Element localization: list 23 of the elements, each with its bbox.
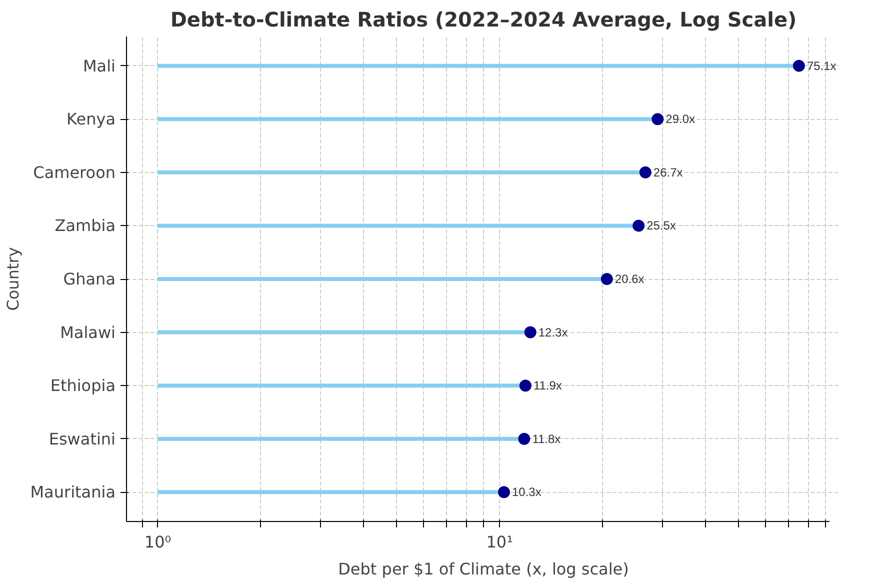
y-tick-label: Malawi <box>60 322 116 342</box>
chart-title: Debt-to-Climate Ratios (2022–2024 Average, Log Scale) <box>170 8 797 32</box>
y-tick-label: Zambia <box>54 216 116 236</box>
data-label: 75.1x <box>806 58 836 73</box>
x-axis-title: Debt per $1 of Climate (x, log scale) <box>338 560 629 578</box>
y-tick-label: Cameroon <box>33 162 116 182</box>
data-label: 25.5x <box>646 218 676 233</box>
data-label: 29.0x <box>666 112 696 126</box>
data-label: 20.6x <box>614 272 644 286</box>
y-tick-label: Mauritania <box>30 482 116 502</box>
x-tick-label: 10¹ <box>486 532 514 552</box>
data-label: 11.8x <box>532 432 561 446</box>
data-label: 26.7x <box>653 165 683 180</box>
y-axis-title: Country <box>3 247 22 311</box>
y-tick-label: Eswatini <box>48 429 116 448</box>
y-tick-label: Kenya <box>66 110 116 129</box>
y-tick-label: Mali <box>83 56 116 76</box>
y-tick-label: Ethiopia <box>50 376 116 396</box>
data-label: 11.9x <box>533 378 562 393</box>
x-tick-label: 10⁰ <box>144 532 172 552</box>
y-tick-label: Ghana <box>63 270 116 288</box>
data-label: 12.3x <box>538 325 568 340</box>
data-label: 10.3x <box>512 485 542 500</box>
